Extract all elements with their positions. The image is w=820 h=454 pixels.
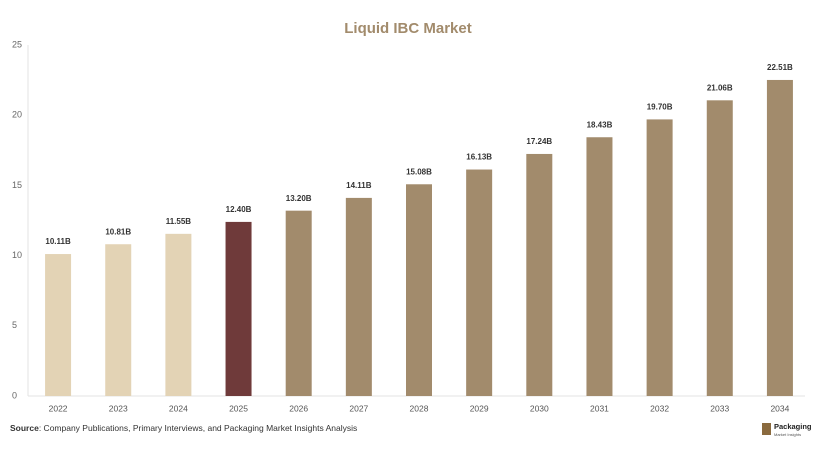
- value-label: 13.20B: [286, 194, 312, 203]
- x-tick-label: 2034: [770, 403, 789, 413]
- x-tick-label: 2033: [710, 403, 729, 413]
- logo-icon: [762, 423, 771, 435]
- bar: [466, 169, 493, 396]
- bar: [345, 197, 372, 396]
- logo-brand: Packaging: [774, 422, 812, 431]
- x-tick-label: 2023: [109, 403, 128, 413]
- bar: [406, 184, 432, 396]
- x-tick-label: 2029: [470, 403, 489, 413]
- x-tick-label: 2030: [530, 403, 549, 413]
- bar: [586, 137, 613, 396]
- bar: [165, 233, 192, 396]
- source: Source: Company Publications, Primary In…: [10, 423, 357, 433]
- y-tick-label: 25: [12, 39, 22, 49]
- y-tick-label: 0: [12, 390, 17, 400]
- bar: [646, 119, 673, 397]
- x-tick-label: 2026: [289, 403, 308, 413]
- bar: [105, 244, 132, 396]
- x-tick-label: 2032: [650, 403, 669, 413]
- value-label: 10.81B: [105, 227, 131, 236]
- value-label: 10.11B: [45, 237, 71, 246]
- x-tick-label: 2025: [229, 403, 248, 413]
- y-tick-label: 15: [12, 180, 22, 190]
- value-label: 11.55B: [166, 217, 192, 226]
- logo-tagline: Market Insights: [774, 432, 801, 437]
- y-tick-label: 5: [12, 320, 17, 330]
- source-label: Source: [10, 423, 39, 433]
- value-label: 19.70B: [647, 103, 673, 112]
- value-label: 22.51B: [767, 63, 793, 72]
- value-label: 14.11B: [346, 181, 372, 190]
- source-text: : Company Publications, Primary Intervie…: [39, 423, 357, 433]
- value-label: 18.43B: [587, 120, 613, 129]
- x-tick-label: 2031: [590, 403, 609, 413]
- bar: [526, 153, 553, 396]
- x-tick-label: 2024: [169, 403, 188, 413]
- y-tick-label: 20: [12, 110, 22, 120]
- value-label: 12.40B: [226, 205, 252, 214]
- value-label: 16.13B: [466, 153, 492, 162]
- chart-title: Liquid IBC Market: [344, 20, 472, 37]
- x-tick-label: 2022: [49, 403, 68, 413]
- value-label: 15.08B: [406, 167, 432, 176]
- bar: [766, 79, 793, 397]
- bar: [285, 210, 312, 396]
- bar: [706, 100, 733, 396]
- value-label: 21.06B: [707, 83, 733, 92]
- x-tick-label: 2027: [349, 403, 368, 413]
- bar: [225, 221, 252, 396]
- x-tick-label: 2028: [410, 403, 429, 413]
- bar: [45, 254, 72, 396]
- value-label: 17.24B: [526, 137, 552, 146]
- y-tick-label: 10: [12, 250, 22, 260]
